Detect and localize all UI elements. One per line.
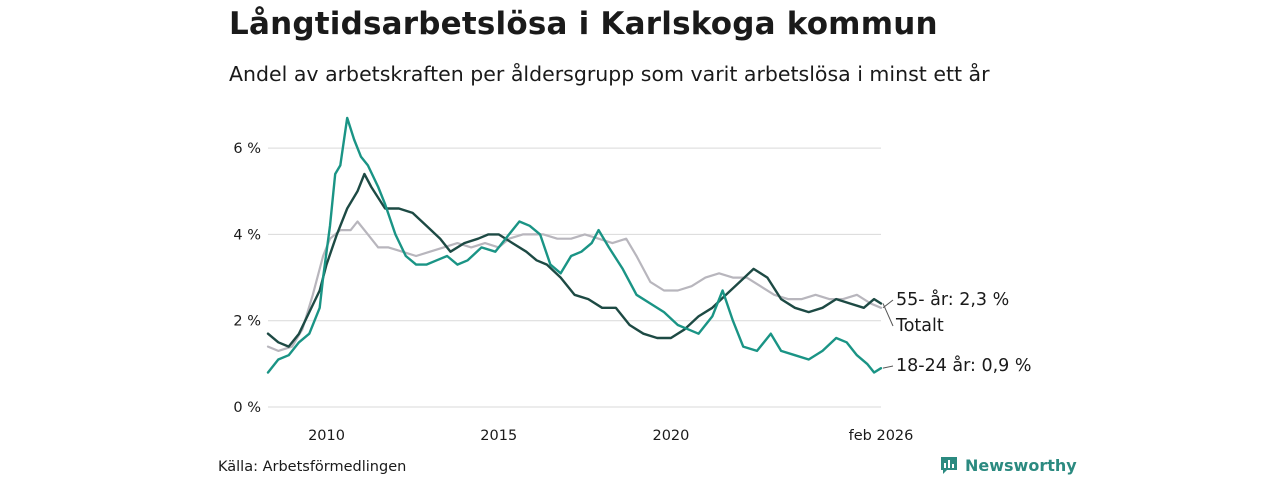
x-tick-label: 2015: [480, 428, 517, 444]
chart-title: Långtidsarbetslösa i Karlskoga kommun: [229, 6, 938, 42]
y-tick-label: 2 %: [233, 314, 261, 330]
y-tick-label: 6 %: [233, 141, 261, 157]
series-lines: [266, 116, 883, 374]
brand-name: Newsworthy: [965, 455, 1077, 475]
series-end-labels: 55- år: 2,3 % Totalt 18-24 år: 0,9 %: [882, 289, 1032, 376]
x-tick-label: 2010: [308, 428, 345, 444]
chart-subtitle: Andel av arbetskraften per åldersgrupp s…: [229, 62, 990, 86]
x-axis-ticks: 2010 2015 2020 feb 2026: [308, 428, 913, 444]
x-tick-label: feb 2026: [849, 428, 914, 444]
leader-line-total: [882, 303, 894, 327]
y-axis-ticks: 0 % 2 % 4 % 6 %: [233, 141, 261, 416]
gridlines: [268, 147, 881, 408]
y-tick-label: 0 %: [233, 400, 261, 416]
x-tick-label: 2020: [652, 428, 689, 444]
y-tick-label: 4 %: [233, 227, 261, 243]
series-line-age_55: [266, 220, 883, 352]
series-line-age_18_24: [266, 116, 883, 374]
series-line-total: [266, 172, 883, 348]
leader-line-age_18_24: [882, 365, 894, 369]
newsworthy-icon: [941, 457, 957, 474]
series-label-age_18_24: 18-24 år: 0,9 %: [896, 355, 1032, 376]
newsworthy-logo[interactable]: Newsworthy: [939, 455, 1077, 475]
source-note: Källa: Arbetsförmedlingen: [218, 459, 407, 475]
series-label-age_55: 55- år: 2,3 %: [896, 289, 1009, 310]
series-label-total: Totalt: [895, 316, 944, 336]
